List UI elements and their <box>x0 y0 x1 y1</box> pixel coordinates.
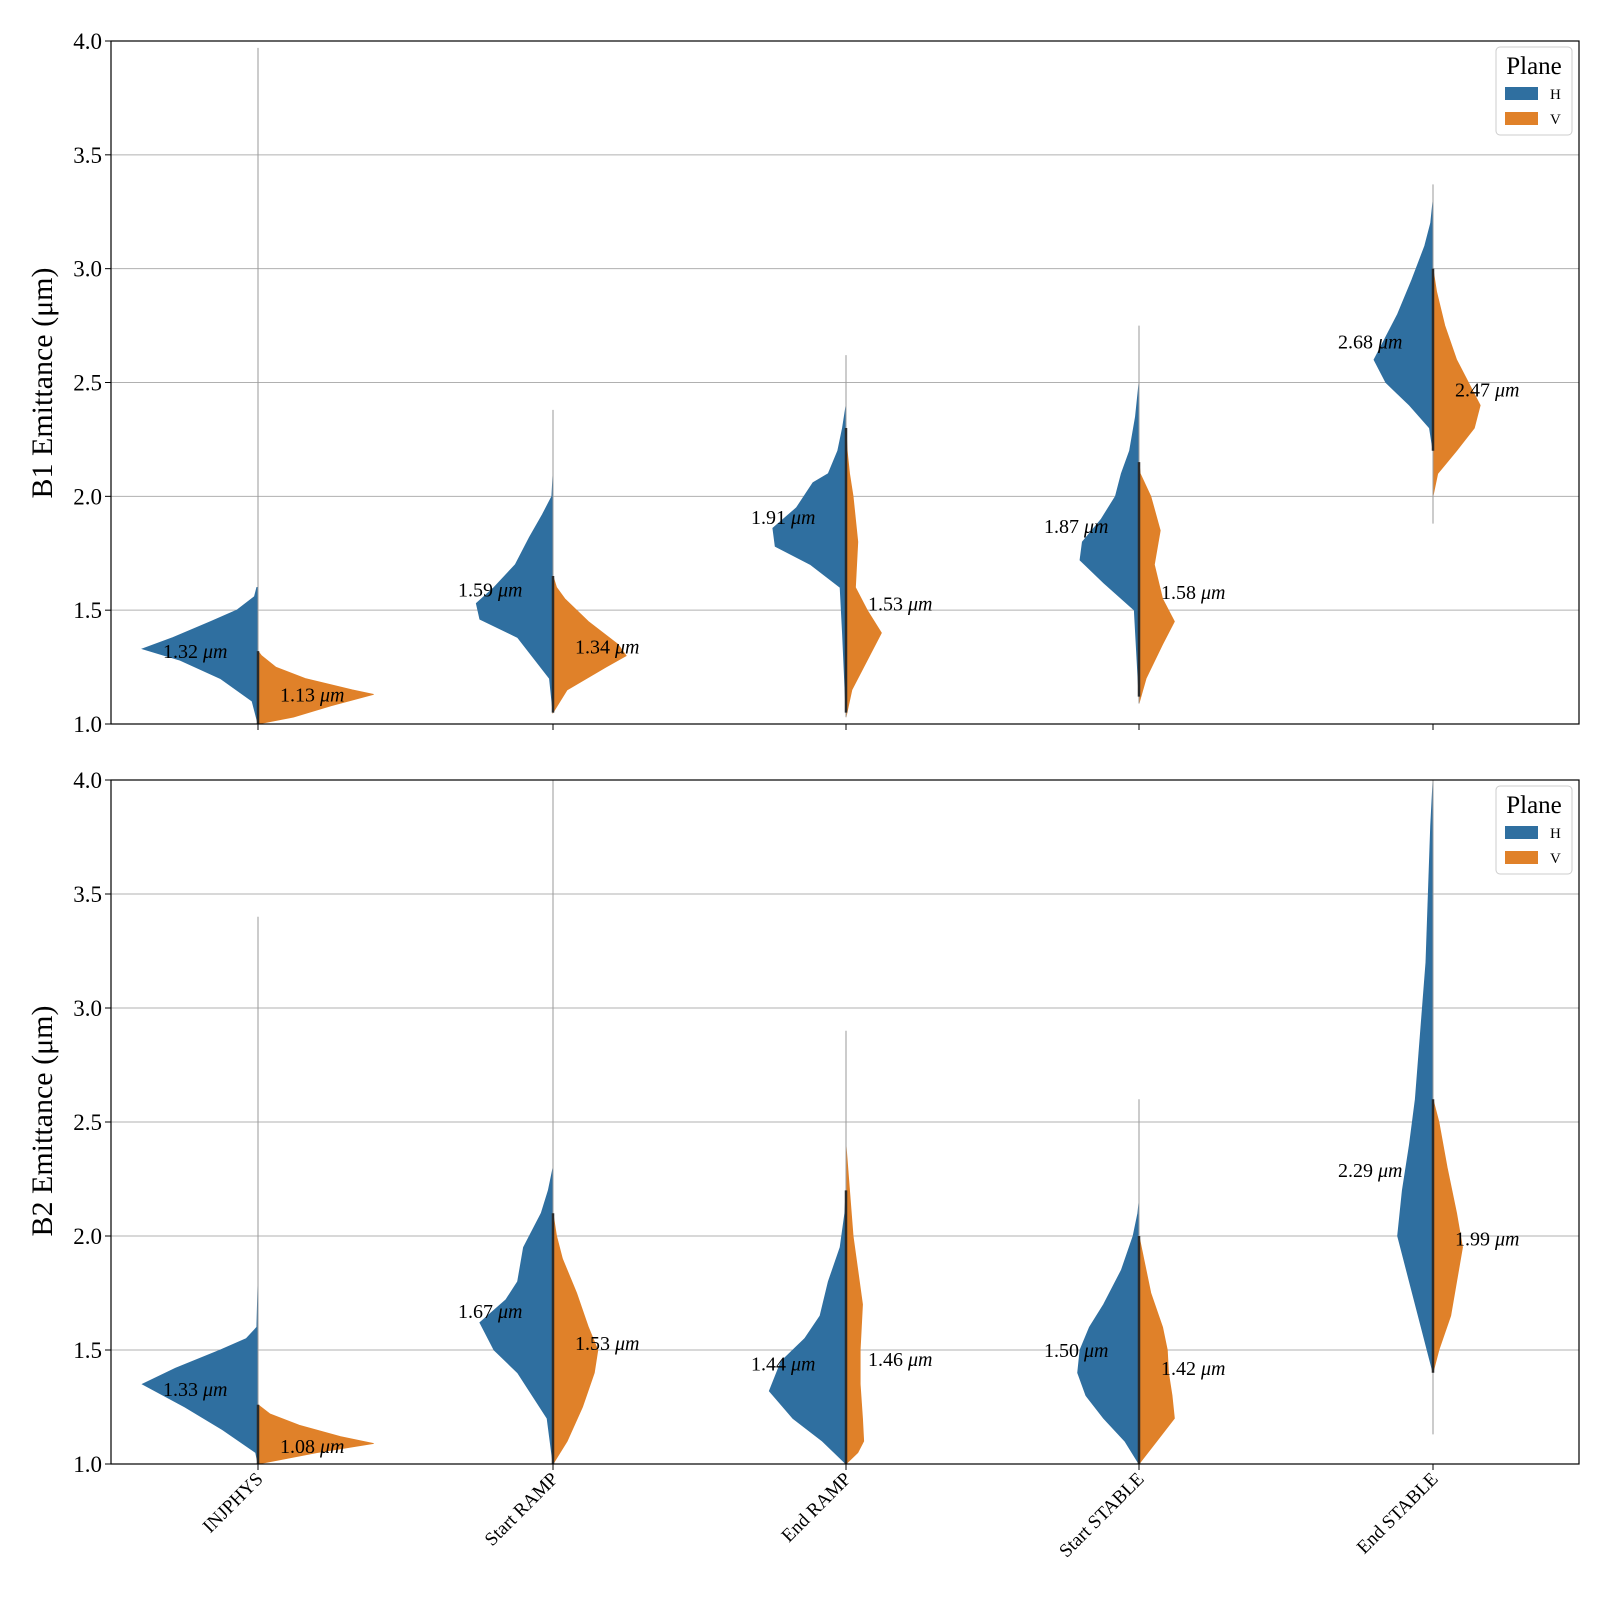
annotation-h: 1.67 μm <box>458 1301 522 1323</box>
annotation-v: 1.58 μm <box>1161 582 1225 604</box>
y-tick-label: 3.5 <box>73 143 102 168</box>
violin-h-end-ramp <box>772 405 847 713</box>
annotation-h: 2.68 μm <box>1338 332 1402 354</box>
legend-label-v: V <box>1550 112 1561 128</box>
violin-v-end-ramp <box>845 428 882 718</box>
violin-v-start-ramp <box>552 1213 599 1466</box>
violin-h-injphys <box>141 587 259 725</box>
legend-swatch-h <box>1505 87 1538 100</box>
annotation-v: 1.42 μm <box>1161 1358 1225 1380</box>
annotation-h: 1.33 μm <box>163 1379 227 1401</box>
y-tick-label: 4.0 <box>73 768 102 793</box>
y-tick-label: 1.0 <box>73 1452 102 1477</box>
violin-h-start-stable <box>1077 1201 1140 1466</box>
legend-swatch-h <box>1505 826 1538 839</box>
y-tick-label: 1.5 <box>73 598 102 623</box>
violin-v-start-stable <box>1138 1235 1175 1466</box>
violin-v-injphys <box>257 649 374 725</box>
legend-label-h: H <box>1550 87 1561 103</box>
y-axis-label-b1: B1 Emittance (μm) <box>26 267 59 498</box>
annotation-v: 1.34 μm <box>575 637 639 659</box>
legend-b1: Plane H V <box>1495 46 1573 136</box>
y-tick-label: 3.0 <box>73 257 102 282</box>
annotation-h: 1.91 μm <box>751 507 815 529</box>
violin-h-end-stable <box>1373 200 1434 451</box>
annotation-h: 1.87 μm <box>1044 516 1108 538</box>
panel-b1: 1.0 1.5 2.0 2.5 3.0 3.5 4.0 1.32 μm 1.13 μm 1.59 … <box>26 29 1580 737</box>
y-tick-label: 2.5 <box>73 371 102 396</box>
x-tick-label: Start RAMP <box>481 1469 563 1551</box>
violin-h-start-ramp <box>475 473 554 713</box>
y-tick-label: 2.0 <box>73 1224 102 1249</box>
legend-swatch-v <box>1505 112 1538 125</box>
legend-label-v: V <box>1550 851 1561 867</box>
y-tick-label: 2.0 <box>73 484 102 509</box>
y-tick-label: 4.0 <box>73 29 102 54</box>
plot-frame <box>110 779 1580 1465</box>
annotation-h: 2.29 μm <box>1338 1160 1402 1182</box>
x-tick-label: End STABLE <box>1353 1469 1443 1559</box>
annotation-v: 1.99 μm <box>1455 1228 1519 1250</box>
y-axis-label-b2: B2 Emittance (μm) <box>26 1005 59 1236</box>
legend-swatch-v <box>1505 851 1538 864</box>
legend-title: Plane <box>1506 792 1562 819</box>
annotation-v: 1.46 μm <box>868 1349 932 1371</box>
annotation-h: 1.32 μm <box>163 641 227 663</box>
x-tick-label: INJPHYS <box>199 1469 268 1538</box>
annotation-h: 1.44 μm <box>751 1354 815 1376</box>
panel-b2: 1.0 1.5 2.0 2.5 3.0 3.5 4.0 1.33 μm 1.08 μm 1.67 … <box>26 768 1580 1562</box>
legend-b2: Plane H V <box>1495 785 1573 875</box>
y-tick-label: 3.0 <box>73 996 102 1021</box>
violin-h-start-stable <box>1079 382 1140 697</box>
y-tick-label: 1.5 <box>73 1338 102 1363</box>
y-tick-label: 2.5 <box>73 1110 102 1135</box>
violin-v-end-stable <box>1432 1099 1463 1373</box>
violin-h-end-stable <box>1397 779 1434 1373</box>
violin-v-start-ramp <box>552 575 627 715</box>
violin-h-injphys <box>141 1281 259 1465</box>
y-tick-label: 1.0 <box>73 712 102 737</box>
legend-title: Plane <box>1506 53 1562 80</box>
annotation-v: 2.47 μm <box>1455 379 1519 401</box>
annotation-v: 1.08 μm <box>280 1436 344 1458</box>
y-tick-label: 3.5 <box>73 882 102 907</box>
violin-h-end-ramp <box>768 1190 847 1465</box>
annotation-v: 1.53 μm <box>575 1333 639 1355</box>
annotation-v: 1.13 μm <box>280 684 344 706</box>
legend-label-h: H <box>1550 826 1561 842</box>
violin-h-start-ramp <box>479 1167 554 1465</box>
annotation-v: 1.53 μm <box>868 593 932 615</box>
x-tick-label: Start STABLE <box>1055 1469 1148 1562</box>
violin-v-end-stable <box>1432 268 1481 497</box>
violin-v-injphys <box>257 1403 374 1465</box>
x-tick-label: End RAMP <box>778 1469 856 1547</box>
violin-v-end-ramp <box>845 1144 865 1465</box>
annotation-h: 1.59 μm <box>458 580 522 602</box>
annotation-h: 1.50 μm <box>1044 1340 1108 1362</box>
plot-frame <box>110 40 1580 725</box>
